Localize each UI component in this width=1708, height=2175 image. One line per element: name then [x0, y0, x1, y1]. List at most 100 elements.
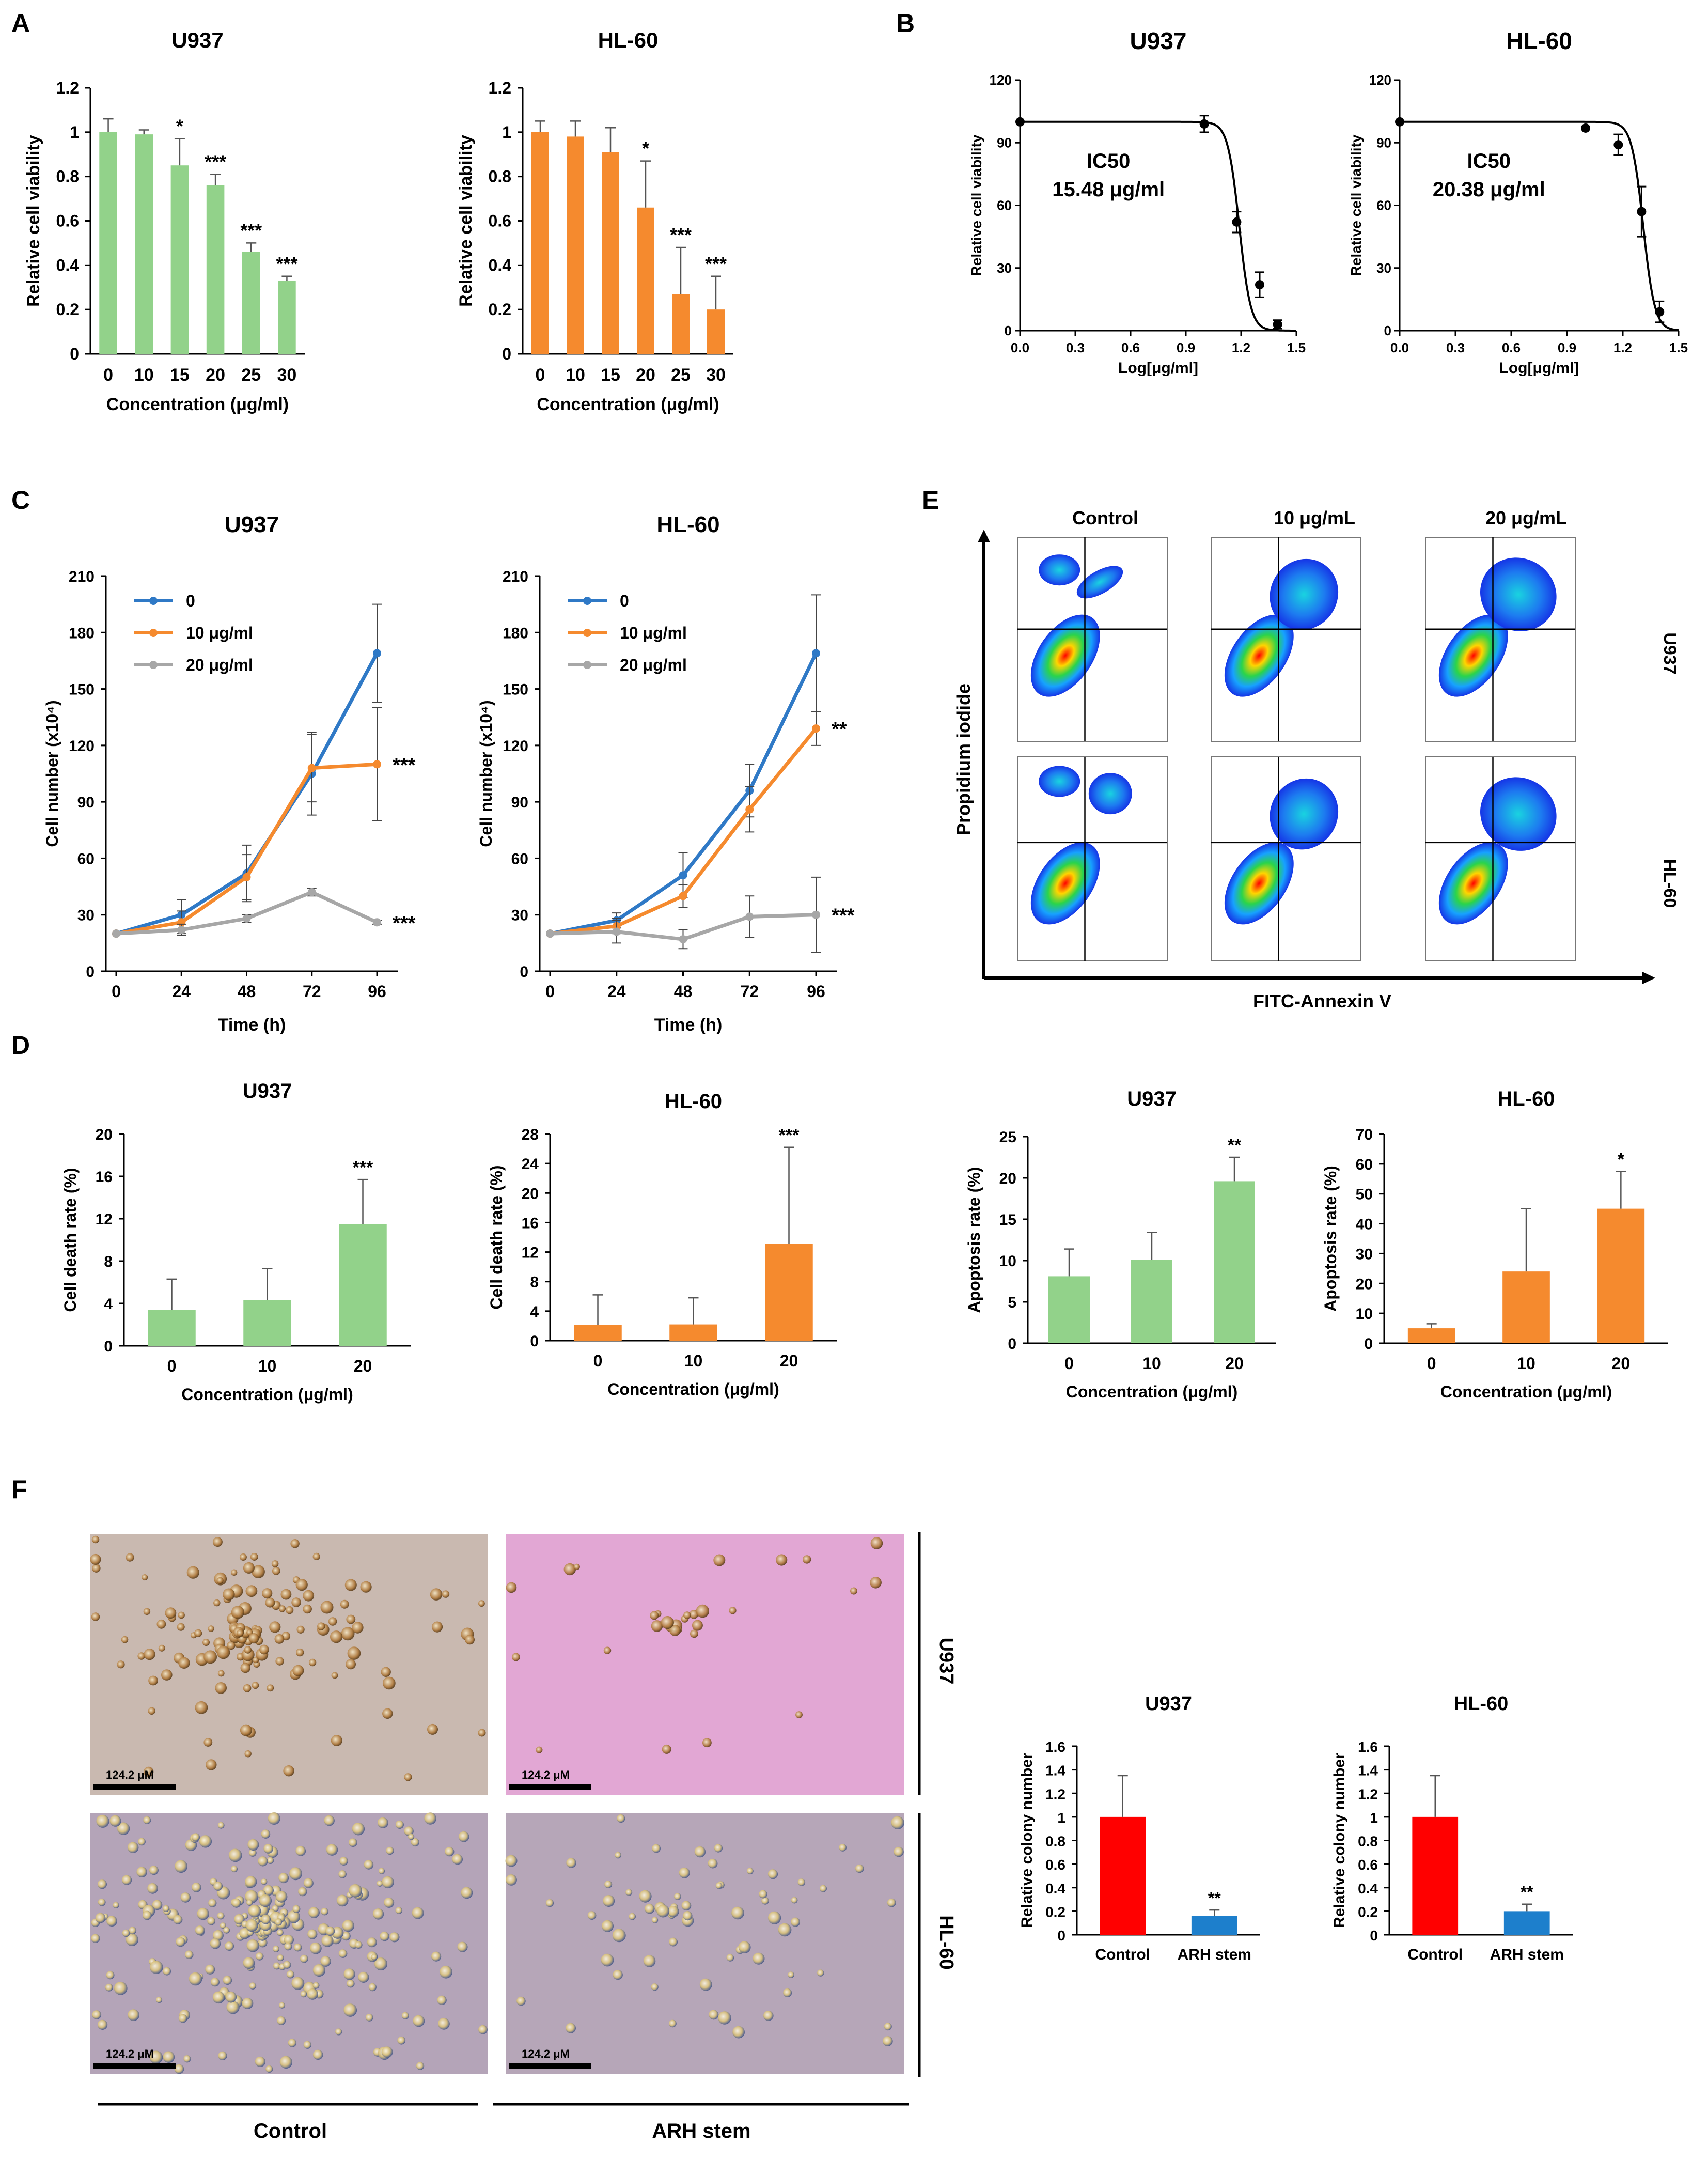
cell	[371, 1954, 378, 1961]
flow-upper-population	[1039, 554, 1080, 586]
flow-late-population	[1480, 777, 1557, 851]
y-tick-label: 8	[104, 1253, 113, 1270]
cell	[207, 1917, 216, 1925]
cell	[192, 1833, 200, 1842]
cell	[317, 1622, 325, 1630]
cell	[650, 1611, 659, 1620]
x-tick-label: 0	[536, 365, 545, 385]
cell	[303, 2041, 311, 2049]
cell	[788, 1971, 794, 1978]
x-axis-label: Time (h)	[654, 1015, 723, 1035]
x-tick-label: 96	[807, 982, 825, 1001]
cell	[718, 2011, 731, 2025]
cell	[161, 1669, 173, 1681]
cell	[227, 1641, 236, 1650]
cell	[358, 1971, 369, 1983]
cell	[244, 1750, 252, 1758]
cell	[413, 2015, 425, 2027]
cell	[601, 1920, 614, 1932]
x-axis-label: Concentration (μg/ml)	[1066, 1382, 1237, 1401]
significance-mark: ***	[705, 253, 727, 274]
data-point	[242, 873, 251, 881]
x-tick-label: 30	[706, 365, 726, 385]
y-tick-label: 25	[999, 1129, 1016, 1146]
cell	[106, 1971, 115, 1980]
y-tick-label: 120	[69, 738, 95, 755]
significance-mark: ***	[393, 912, 416, 934]
cell	[381, 1667, 391, 1677]
cell	[149, 2050, 163, 2064]
cell	[442, 1590, 450, 1598]
cell	[870, 1577, 882, 1589]
y-axis-label: Relative colony number	[1331, 1753, 1348, 1928]
x-tick-label: 72	[740, 982, 759, 1001]
cell	[210, 1978, 220, 1987]
y-tick-label: 20	[96, 1126, 113, 1143]
chart-d-apoptosis-hl60: HL-60 0 10 20 30 40 50 60 70 Apoptosis rate (%) 0 1…	[1321, 1088, 1668, 1401]
bar	[1048, 1276, 1090, 1343]
x-tick-label: 20	[636, 365, 655, 385]
cell	[265, 1597, 275, 1608]
fit-curve	[1400, 120, 1679, 332]
cell	[144, 1766, 154, 1777]
cell	[114, 1981, 128, 1995]
significance-mark: ***	[276, 253, 297, 274]
chart-b-hl60: HL-60 0 30 60 90 120 0.0 0.3 0.6 0.9 1.2 1.5 Log[μg/…	[1348, 27, 1688, 377]
cell	[283, 1765, 294, 1777]
significance-mark: **	[1208, 1889, 1221, 1907]
flow-main-population	[1030, 842, 1100, 925]
cell	[176, 1937, 185, 1947]
cell	[147, 1883, 158, 1894]
y-tick-label: 0	[70, 345, 79, 363]
significance-mark: **	[1228, 1136, 1242, 1155]
bar	[1191, 1916, 1237, 1935]
bar	[574, 1325, 622, 1341]
cell	[713, 1554, 726, 1566]
y-tick-label: 5	[1008, 1294, 1016, 1311]
flow-y-label: Propidium iodide	[953, 683, 974, 835]
cell	[291, 1597, 301, 1607]
y-tick-label: 210	[503, 568, 528, 585]
cell	[690, 1629, 698, 1638]
cell	[374, 1957, 388, 1971]
cell	[149, 1961, 163, 1974]
cell	[231, 1898, 241, 1908]
cell	[696, 1604, 710, 1618]
y-tick-label: 90	[511, 794, 528, 811]
cell	[427, 1723, 438, 1735]
y-tick-label: 30	[997, 260, 1012, 276]
cell	[175, 1860, 187, 1873]
legend-label: 10 μg/ml	[620, 624, 687, 642]
cell	[243, 1957, 255, 1969]
cell	[729, 1607, 737, 1614]
cell	[243, 1684, 252, 1692]
cell	[212, 1537, 223, 1547]
flow-plot	[1425, 537, 1576, 742]
cell	[887, 1898, 896, 1907]
cell	[197, 1907, 210, 1920]
micrograph: 124.2 μM	[505, 1813, 904, 2074]
cell	[90, 1553, 101, 1565]
cell	[285, 1606, 294, 1614]
x-tick-label: Control	[1095, 1946, 1150, 1963]
x-tick-label: Control	[1407, 1946, 1463, 1963]
legend-marker	[583, 629, 591, 637]
cell	[279, 2056, 292, 2069]
legend-label: 20 μg/ml	[620, 656, 687, 674]
y-tick-label: 10	[1356, 1306, 1373, 1323]
cell	[280, 1589, 292, 1600]
chart-title: U937	[171, 28, 223, 52]
data-point	[1581, 123, 1590, 133]
cell	[246, 1939, 260, 1952]
cell	[331, 1735, 342, 1746]
y-tick-label: 4	[530, 1303, 539, 1320]
y-axis-label: Cell number (x10⁴)	[477, 700, 495, 847]
data-point	[1637, 207, 1647, 216]
cell	[243, 1562, 255, 1574]
cell	[163, 1905, 169, 1912]
cell	[189, 1972, 202, 1986]
flow-row-u937: U937	[1660, 632, 1680, 674]
y-tick-label: 1.6	[1358, 1739, 1378, 1755]
cell	[424, 1812, 436, 1825]
